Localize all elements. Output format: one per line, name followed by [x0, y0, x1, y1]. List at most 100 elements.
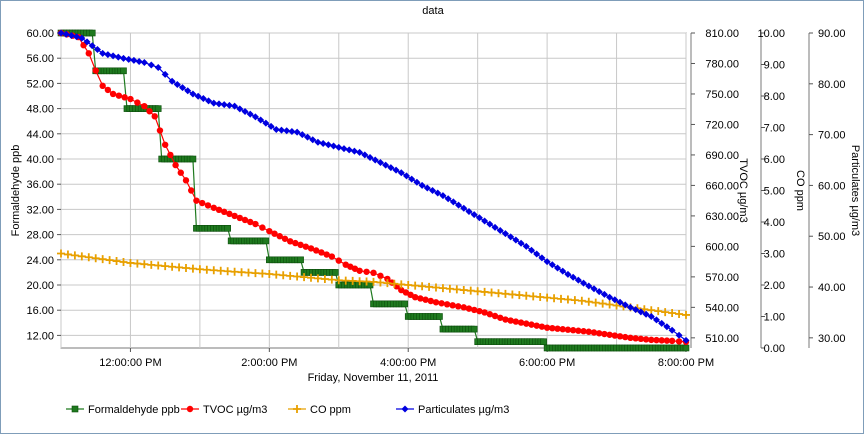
data-point — [271, 230, 278, 237]
data-point — [559, 326, 566, 333]
data-point — [438, 300, 445, 307]
data-point — [85, 50, 92, 57]
legend-label: Particulates µg/m3 — [418, 404, 509, 416]
data-point — [517, 239, 525, 247]
data-point — [140, 260, 149, 269]
data-point — [241, 216, 249, 224]
data-point — [668, 337, 676, 345]
data-point — [466, 286, 475, 295]
data-point — [130, 56, 138, 64]
data-point — [262, 119, 270, 127]
data-point — [591, 298, 600, 307]
y-tick-label-co: 7.00 — [764, 123, 785, 135]
data-point — [231, 102, 239, 110]
data-point — [397, 169, 405, 177]
data-point — [252, 220, 259, 228]
data-point — [293, 128, 301, 136]
data-point — [522, 291, 531, 300]
data-point — [161, 141, 169, 148]
data-point — [288, 127, 296, 135]
data-point — [682, 344, 690, 352]
data-point — [564, 270, 572, 278]
data-point — [413, 178, 421, 186]
data-point — [481, 309, 488, 316]
data-point — [115, 92, 123, 99]
data-point — [580, 328, 587, 335]
y-tick-label-formaldehyde: 52.00 — [26, 78, 54, 90]
data-point — [632, 335, 639, 342]
data-point — [459, 286, 468, 295]
data-point — [302, 243, 309, 250]
data-point — [161, 70, 169, 78]
data-point — [465, 207, 473, 215]
data-point — [502, 316, 509, 323]
data-point — [109, 52, 117, 60]
data-point — [529, 292, 538, 301]
data-point — [432, 283, 440, 292]
data-point — [304, 133, 312, 141]
data-point — [179, 84, 187, 92]
data-point — [57, 249, 65, 258]
data-point — [637, 308, 645, 316]
data-point — [319, 140, 327, 148]
y-tick-label-particulates: 90.00 — [818, 28, 846, 40]
data-point — [104, 86, 112, 94]
data-point — [392, 166, 400, 174]
data-point — [527, 246, 535, 254]
data-point — [517, 319, 525, 326]
y-tick-label-co: 8.00 — [764, 91, 785, 103]
data-point — [328, 253, 336, 260]
data-point — [314, 138, 322, 146]
data-point — [182, 177, 190, 184]
data-point — [350, 147, 358, 155]
data-point — [265, 269, 274, 278]
y-axis-label-co: CO ppm — [794, 170, 806, 211]
data-point — [210, 204, 217, 211]
y-tick-label-tvoc: 600.00 — [705, 241, 739, 253]
data-point — [297, 241, 304, 249]
data-point — [99, 82, 106, 90]
data-point — [135, 57, 143, 65]
data-point — [668, 309, 677, 318]
data-point — [140, 58, 148, 66]
data-point — [569, 273, 577, 281]
legend-marker — [293, 405, 301, 413]
data-point — [146, 108, 153, 115]
data-point — [460, 304, 467, 311]
y-tick-label-co: 0.00 — [764, 343, 785, 355]
data-point — [98, 255, 107, 264]
data-point — [648, 336, 655, 344]
data-point — [585, 328, 592, 335]
y-tick-label-formaldehyde: 24.00 — [26, 255, 54, 267]
data-point — [244, 268, 253, 277]
data-point — [432, 299, 440, 306]
data-point — [563, 295, 572, 304]
data-point — [481, 217, 489, 225]
data-point — [93, 46, 101, 54]
data-point — [277, 126, 285, 134]
data-point — [324, 141, 332, 149]
data-point — [173, 80, 181, 88]
data-point — [88, 29, 96, 37]
data-point — [436, 313, 443, 320]
y-tick-label-particulates: 50.00 — [818, 231, 846, 243]
data-point — [668, 326, 676, 334]
y-axis-label-tvoc: TVOC µg/m3 — [737, 158, 749, 222]
data-point — [402, 172, 410, 180]
data-point — [184, 87, 192, 95]
data-point — [147, 260, 156, 269]
data-point — [141, 102, 148, 110]
data-point — [384, 275, 391, 283]
y-tick-label-tvoc: 540.00 — [705, 302, 739, 314]
data-point — [397, 280, 406, 289]
data-point — [508, 290, 517, 299]
data-point — [425, 282, 434, 291]
data-point — [369, 277, 378, 286]
data-point — [189, 90, 197, 98]
data-point — [78, 34, 86, 42]
data-point — [491, 223, 499, 231]
data-point — [215, 206, 223, 214]
y-tick-label-tvoc: 810.00 — [705, 28, 739, 40]
data-point — [390, 279, 399, 288]
data-point — [557, 294, 565, 303]
